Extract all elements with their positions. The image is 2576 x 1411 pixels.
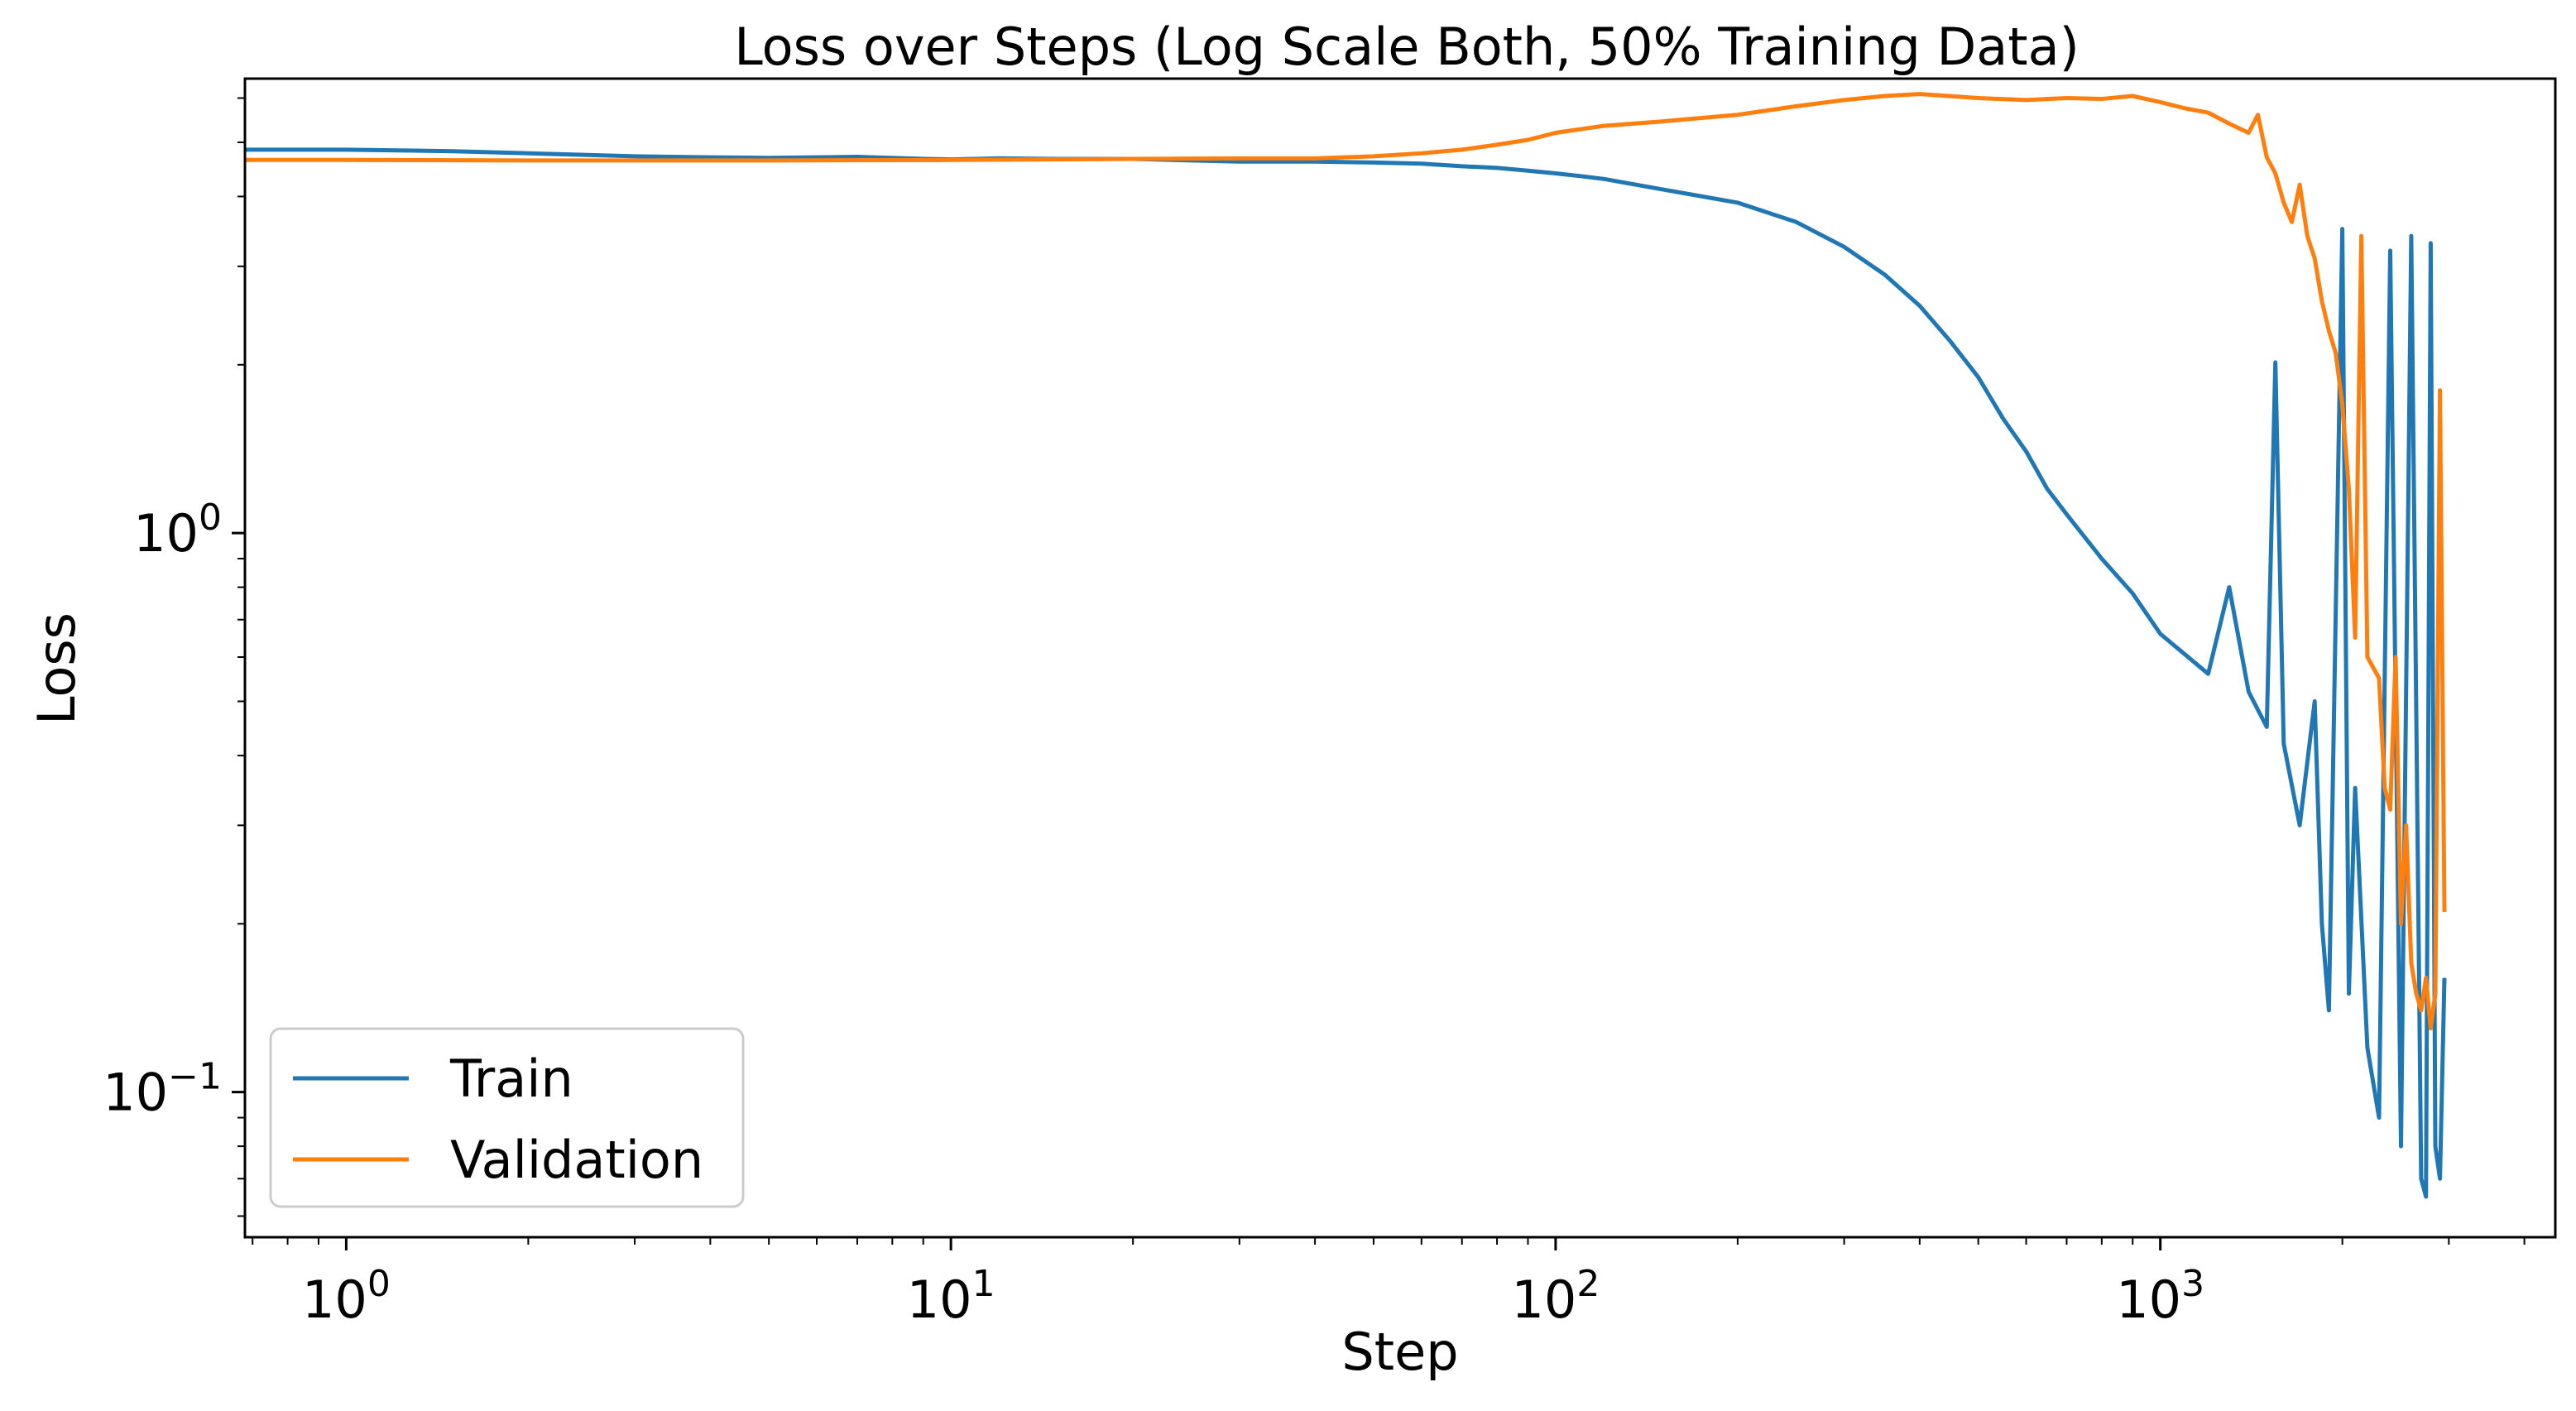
chart-title: Loss over Steps (Log Scale Both, 50% Tra…	[734, 17, 2080, 77]
legend-validation-label: Validation	[450, 1130, 703, 1190]
x-axis-label: Step	[1341, 1322, 1458, 1382]
legend: Train Validation	[271, 1029, 743, 1207]
y-axis-label: Loss	[26, 612, 87, 725]
legend-train-label: Train	[449, 1049, 573, 1109]
